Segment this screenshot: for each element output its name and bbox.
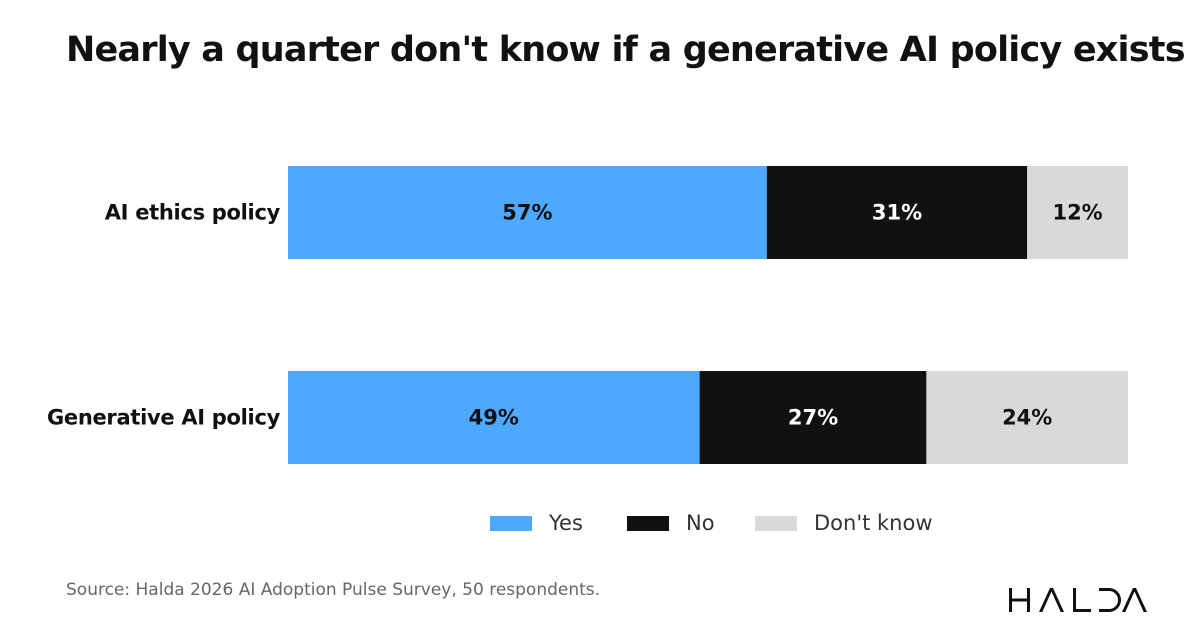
category-label: Generative AI policy xyxy=(47,406,281,430)
bar-segment xyxy=(766,166,1028,259)
chart-legend: Yes No Don't know xyxy=(0,506,1200,540)
data-label: 57% xyxy=(502,201,552,225)
legend-label-yes: Yes xyxy=(549,511,583,535)
halda-logo xyxy=(1009,588,1147,612)
chart-title: Nearly a quarter don't know if a generat… xyxy=(66,30,1186,70)
data-label: 24% xyxy=(1002,406,1052,430)
legend-swatch-dont-know xyxy=(755,515,797,531)
bar-segment xyxy=(288,371,700,464)
data-label: 31% xyxy=(872,201,922,225)
legend-swatch-yes xyxy=(490,515,532,531)
legend-swatch-no xyxy=(627,515,669,531)
bar-segment xyxy=(926,371,1128,464)
bar-segment xyxy=(1027,166,1128,259)
legend-item-no: No xyxy=(627,506,715,540)
data-label: 27% xyxy=(788,406,838,430)
category-label: AI ethics policy xyxy=(105,201,281,225)
legend-label-dont-know: Don't know xyxy=(814,511,933,535)
legend-item-dont-know: Don't know xyxy=(755,506,933,540)
legend-label-no: No xyxy=(686,511,715,535)
bar-segment xyxy=(288,166,767,259)
data-label: 49% xyxy=(469,406,519,430)
bar-segment xyxy=(699,371,927,464)
data-label: 12% xyxy=(1052,201,1102,225)
source-note: Source: Halda 2026 AI Adoption Pulse Sur… xyxy=(66,580,601,600)
legend-item-yes: Yes xyxy=(490,506,583,540)
